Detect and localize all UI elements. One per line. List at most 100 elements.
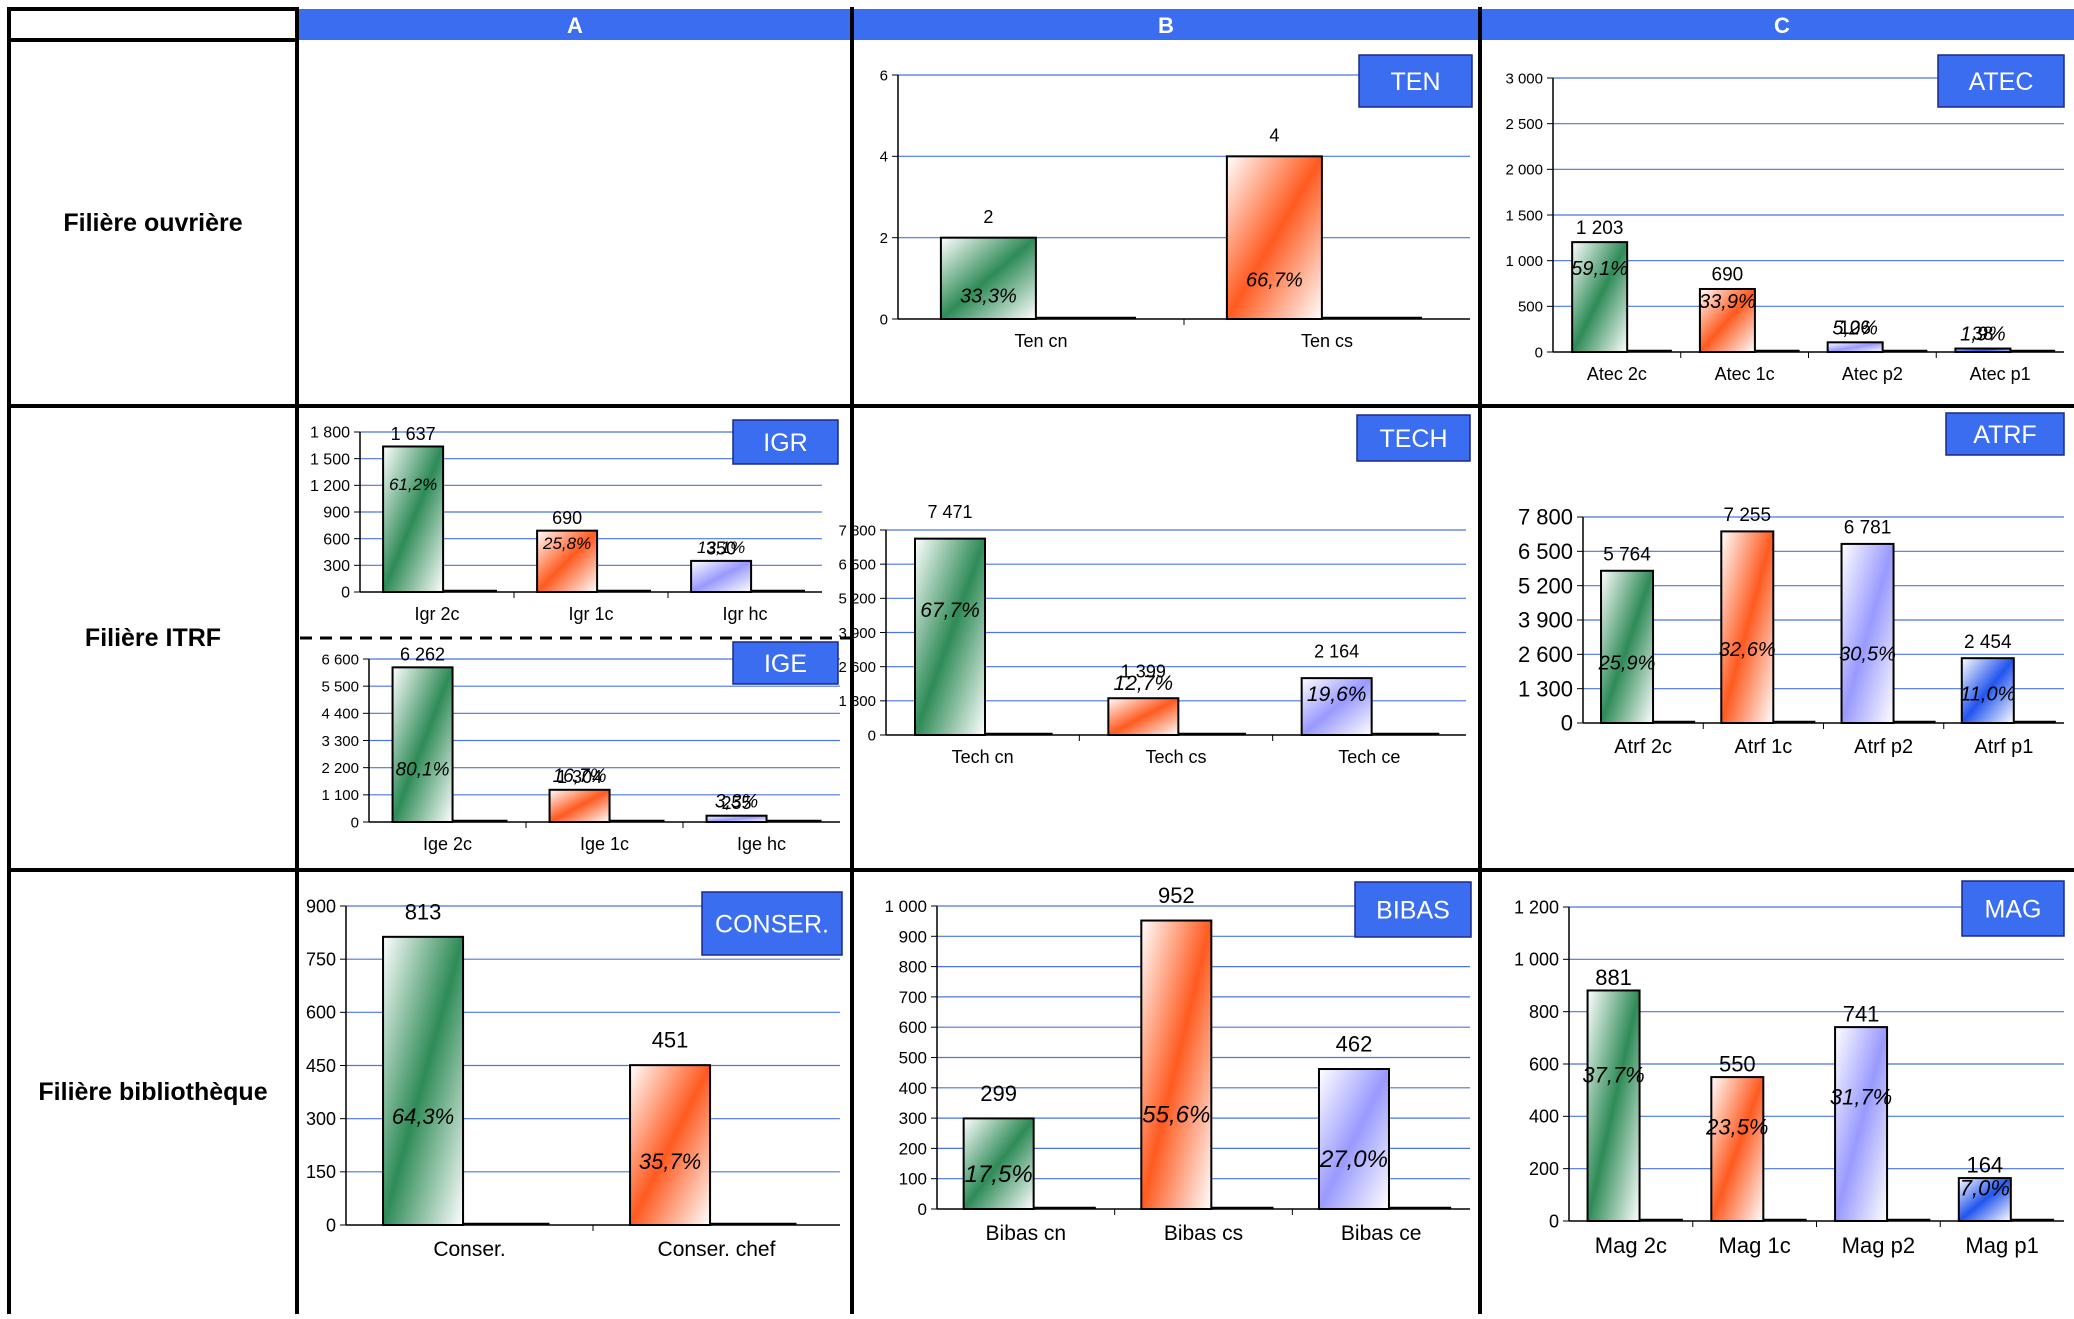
tech-percent-label: 12,7%	[1114, 672, 1174, 695]
ten-value-label: 4	[1269, 126, 1279, 146]
igr-badge	[732, 419, 839, 465]
mag-percent-label: 7,0%	[1960, 1175, 2010, 1200]
atrf-ytick-label: 5 200	[1518, 573, 1573, 598]
conser-bar	[629, 1064, 712, 1226]
igr-value-label: 350	[706, 538, 736, 558]
atec-category-label: Atec p1	[1970, 364, 2031, 384]
atec-ytick-label: 1 000	[1505, 253, 1543, 270]
atrf-badge	[1945, 412, 2065, 456]
ige-ytick-label: 0	[351, 814, 359, 831]
atrf-badge-label: ATRF	[1973, 421, 2036, 449]
bibas-ytick-label: 800	[899, 958, 927, 977]
igr-percent-label: 25,8%	[542, 534, 591, 553]
atrf-value-label: 6 781	[1844, 518, 1892, 539]
atrf-value-label: 7 255	[1724, 505, 1772, 526]
atrf-category-label: Atrf p1	[1974, 736, 2033, 758]
atrf-percent-label: 32,6%	[1719, 639, 1776, 661]
ige-ytick-label: 2 200	[321, 760, 359, 777]
atec-category-label: Atec p2	[1842, 364, 1903, 384]
igr-ytick-label: 1 800	[310, 425, 350, 442]
tech-ytick-label: 7 800	[838, 522, 876, 539]
igr-ytick-label: 1 200	[310, 478, 350, 495]
bibas-ytick-label: 900	[899, 927, 927, 946]
tech-percent-label: 19,6%	[1307, 683, 1367, 706]
ige-ytick-label: 6 600	[321, 651, 359, 668]
mag-ytick-label: 600	[1529, 1054, 1559, 1074]
mag-ytick-label: 1 000	[1514, 950, 1559, 970]
ten-percent-label: 33,3%	[960, 286, 1017, 308]
ige-ytick-label: 5 500	[321, 678, 359, 695]
bibas-category-label: Bibas ce	[1341, 1222, 1422, 1245]
bibas-ytick-label: 0	[918, 1200, 927, 1219]
mag-ytick-label: 200	[1529, 1159, 1559, 1179]
ige-badge-label: IGE	[764, 650, 807, 678]
bibas-ytick-label: 400	[899, 1079, 927, 1098]
conser-bar	[382, 935, 465, 1226]
conser-ytick-label: 0	[326, 1215, 336, 1235]
atrf-percent-label: 11,0%	[1960, 683, 2015, 705]
bibas-value-label: 462	[1336, 1032, 1373, 1057]
atec-bar	[1954, 347, 2012, 353]
bibas-bar	[1317, 1068, 1390, 1211]
conser-value-label: 451	[652, 1028, 689, 1053]
ige-category-label: Ige 1c	[580, 834, 629, 854]
ige-category-label: Ige 2c	[423, 834, 472, 854]
bibas-percent-label: 55,6%	[1142, 1101, 1210, 1128]
mag-badge-label: MAG	[1985, 896, 2042, 924]
conser-ytick-label: 300	[306, 1109, 336, 1129]
atec-percent-label: 33,9%	[1699, 291, 1756, 313]
atrf-percent-label: 25,9%	[1598, 653, 1656, 675]
bibas-value-label: 299	[980, 1081, 1017, 1106]
atec-percent-label: 5,2%	[1832, 317, 1878, 339]
atec-ytick-label: 500	[1518, 299, 1543, 316]
atec-ytick-label: 1 500	[1505, 207, 1543, 224]
mag-ytick-label: 400	[1529, 1107, 1559, 1127]
mag-bar	[1834, 1026, 1889, 1222]
mag-ytick-label: 1 200	[1514, 897, 1559, 917]
bibas-ytick-label: 600	[899, 1018, 927, 1037]
mag-badge	[1961, 880, 2065, 937]
tech-value-label: 1 399	[1121, 662, 1166, 682]
tech-category-label: Tech cn	[952, 747, 1014, 767]
atec-bar	[1571, 241, 1629, 354]
bibas-ytick-label: 300	[899, 1109, 927, 1128]
mag-bar	[1710, 1076, 1765, 1223]
igr-category-label: Igr 1c	[568, 604, 613, 624]
column-header-c	[1481, 9, 2074, 40]
igr-ytick-label: 1 500	[310, 451, 350, 468]
ige-value-label: 1 304	[557, 767, 602, 787]
tech-ytick-label: 2 600	[838, 659, 876, 676]
igr-badge-label: IGR	[763, 429, 807, 457]
conser-badge-label: CONSER.	[715, 911, 829, 939]
ten-badge	[1358, 54, 1473, 108]
tech-value-label: 2 164	[1314, 642, 1359, 662]
atec-category-label: Atec 2c	[1587, 364, 1647, 384]
ige-category-label: Ige hc	[737, 834, 786, 854]
igr-percent-label: 61,2%	[389, 475, 437, 494]
ten-category-label: Ten cn	[1014, 331, 1067, 351]
bibas-value-label: 952	[1158, 883, 1195, 908]
igr-percent-label: 13,1%	[697, 538, 745, 557]
tech-badge	[1356, 414, 1471, 462]
bibas-category-label: Bibas cs	[1164, 1222, 1243, 1245]
bibas-bar	[1140, 919, 1213, 1210]
atrf-ytick-label: 2 600	[1518, 642, 1573, 667]
tech-badge-label: TECH	[1379, 425, 1447, 453]
igr-value-label: 1 637	[391, 424, 436, 444]
atrf-ytick-label: 1 300	[1518, 676, 1573, 701]
igr-category-label: Igr hc	[722, 604, 767, 624]
corner-cell	[7, 7, 299, 42]
bibas-bar	[962, 1117, 1035, 1210]
ige-ytick-label: 3 300	[321, 733, 359, 750]
bibas-ytick-label: 700	[899, 988, 927, 1007]
conser-ytick-label: 150	[306, 1162, 336, 1182]
ten-ytick-label: 2	[880, 230, 888, 247]
ige-percent-label: 3,3%	[715, 792, 758, 813]
mag-category-label: Mag p1	[1965, 1233, 2038, 1258]
conser-ytick-label: 450	[306, 1056, 336, 1076]
mag-value-label: 164	[1966, 1153, 2003, 1178]
column-label-c: C	[1774, 13, 1790, 38]
ige-value-label: 255	[722, 793, 752, 813]
mag-percent-label: 37,7%	[1582, 1063, 1644, 1088]
